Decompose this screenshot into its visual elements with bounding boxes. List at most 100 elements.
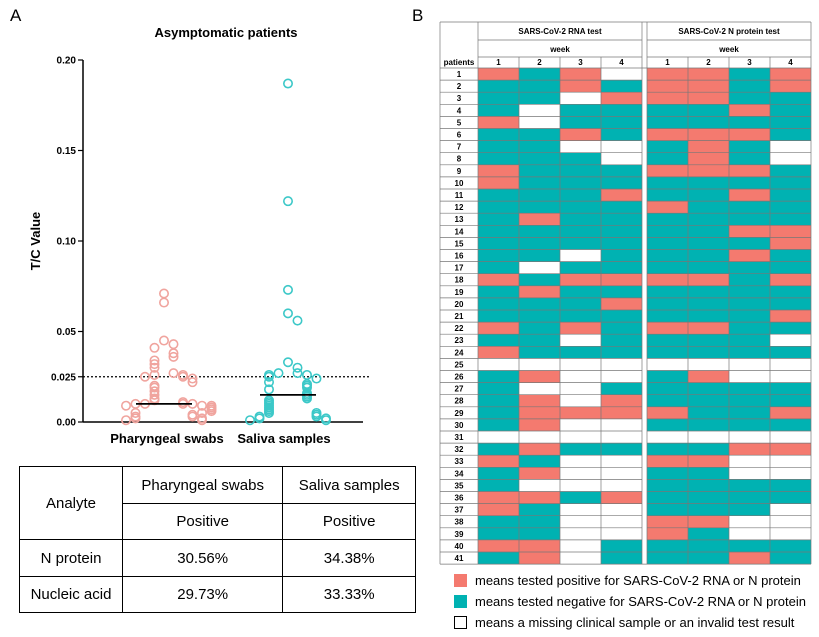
data-point [254,413,265,424]
heatmap-cell [519,104,560,117]
heatmap-cell [647,455,688,468]
heatmap-cell [519,406,560,419]
heatmap-cell [478,455,519,468]
heatmap-cell [519,467,560,480]
heatmap-cell [688,176,729,189]
heatmap-cell [647,406,688,419]
patient-label: 10 [455,179,464,188]
heatmap-cell [688,394,729,407]
data-point [149,369,160,380]
heatmap-cell [478,225,519,238]
heatmap-cell [519,431,560,444]
data-point [149,342,160,353]
heatmap-cell [478,297,519,310]
heatmap-cell [770,515,811,528]
heatmap-cell [647,467,688,480]
heatmap-cell [729,334,770,347]
heatmap-cell [519,249,560,262]
patient-label: 23 [455,336,464,345]
data-point [149,359,160,370]
heatmap-cell [478,418,519,431]
y-tick-label: 0.20 [57,56,77,67]
heatmap-cell [770,382,811,395]
heatmap-cell [478,176,519,189]
heatmap-cell [519,382,560,395]
heatmap-cell [560,322,601,335]
heatmap-cell [770,189,811,202]
heatmap-cell [560,467,601,480]
data-point [121,415,132,426]
x-category-label: Saliva samples [237,431,330,446]
data-point [292,362,303,373]
patient-label: 41 [455,554,464,563]
heatmap-cell [729,176,770,189]
patient-label: 25 [455,360,464,369]
heatmap-cell [601,467,642,480]
heatmap-cell [601,515,642,528]
heatmap-cell [729,431,770,444]
data-point [282,357,293,368]
heatmap-cell [729,104,770,117]
heatmap-cell [601,261,642,274]
data-point [282,284,293,295]
heatmap-cell [729,213,770,226]
heatmap-cell [519,297,560,310]
heatmap-cell [519,92,560,105]
heatmap-cell [688,116,729,129]
heatmap-cell [601,503,642,516]
heatmap-cell [601,104,642,117]
week-number: 1 [665,58,670,67]
heatmap-cell [478,285,519,298]
heatmap-cell [560,189,601,202]
heatmap-cell [560,491,601,504]
heatmap-cell [519,358,560,371]
y-tick-label: 0.05 [57,327,77,338]
data-point [130,407,141,418]
heatmap-cell [770,249,811,262]
legend-positive-text: means tested positive for SARS-CoV-2 RNA… [475,573,801,588]
patient-label: 35 [455,481,464,490]
y-tick-label: 0.00 [57,418,77,429]
heatmap-cell [729,249,770,262]
heatmap-cell [601,273,642,286]
heatmap-cell [560,116,601,129]
data-point [159,297,170,308]
heatmap-cell [478,552,519,565]
heatmap-cell [729,152,770,165]
heatmap-cell [601,491,642,504]
heatmap-cell [688,140,729,153]
heatmap-cell [519,455,560,468]
heatmap-cell [729,479,770,492]
heatmap-cell [478,503,519,516]
heatmap-cell [647,443,688,456]
heatmap-cell [729,515,770,528]
heatmap-cell [519,515,560,528]
heatmap-cell [601,189,642,202]
heatmap-cell [560,273,601,286]
heatmap-cell [560,539,601,552]
y-axis-label: T/C Value [28,212,43,271]
week-number: 4 [619,58,624,67]
week-label: week [718,45,739,54]
patient-label: 11 [455,191,464,200]
patient-label: 27 [455,385,464,394]
heatmap-cell [519,310,560,323]
week-number: 3 [578,58,583,67]
heatmap-cell [647,164,688,177]
heatmap-cell [478,479,519,492]
heatmap-cell [770,552,811,565]
heatmap-cell [601,140,642,153]
heatmap-cell [519,346,560,359]
heatmap-cell [560,104,601,117]
heatmap-cell [688,503,729,516]
data-point [311,411,322,422]
heatmap-cell [601,285,642,298]
heatmap-cell [478,491,519,504]
heatmap-cell [770,491,811,504]
chart-title: Asymptomatic patients [154,25,297,40]
heatmap-cell [560,334,601,347]
heatmap-cell [601,527,642,540]
data-point [168,368,179,379]
heatmap-cell [601,237,642,250]
patient-label: 22 [455,324,464,333]
